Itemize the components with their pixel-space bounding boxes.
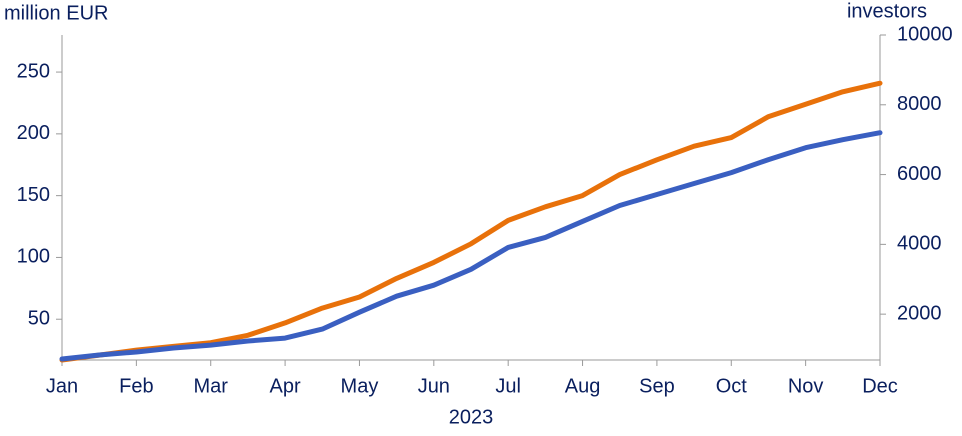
y-tick-label: 150 [17, 184, 50, 206]
x-tick-label: Feb [119, 375, 153, 397]
x-tick-label: Oct [716, 375, 748, 397]
data-line [59, 80, 883, 363]
y2-tick-label: 10000 [897, 23, 953, 45]
y-tick-label: 200 [17, 122, 50, 144]
x-tick-label: Apr [270, 375, 301, 397]
x-axis-label: 2023 [449, 406, 494, 428]
y-tick-label: 250 [17, 60, 50, 82]
x-tick-label: Jun [418, 375, 450, 397]
data-line [59, 130, 883, 362]
y2-tick-label: 6000 [897, 163, 942, 185]
y-tick-label: 100 [17, 246, 50, 268]
x-tick-label: May [341, 375, 379, 397]
x-tick-label: Mar [194, 375, 229, 397]
y2-axis-label: investors [847, 0, 927, 22]
y2-tick-label: 2000 [897, 302, 942, 324]
y-tick-label: 50 [28, 308, 50, 330]
x-tick-label: Jul [495, 375, 521, 397]
y-axis-label: million EUR [4, 2, 108, 24]
x-tick-label: Aug [565, 375, 601, 397]
x-tick-label: Sep [639, 375, 675, 397]
x-tick-label: Dec [862, 375, 898, 397]
y2-tick-label: 8000 [897, 93, 942, 115]
x-tick-label: Nov [788, 375, 824, 397]
x-tick-label: Jan [46, 375, 78, 397]
y2-tick-label: 4000 [897, 233, 942, 255]
